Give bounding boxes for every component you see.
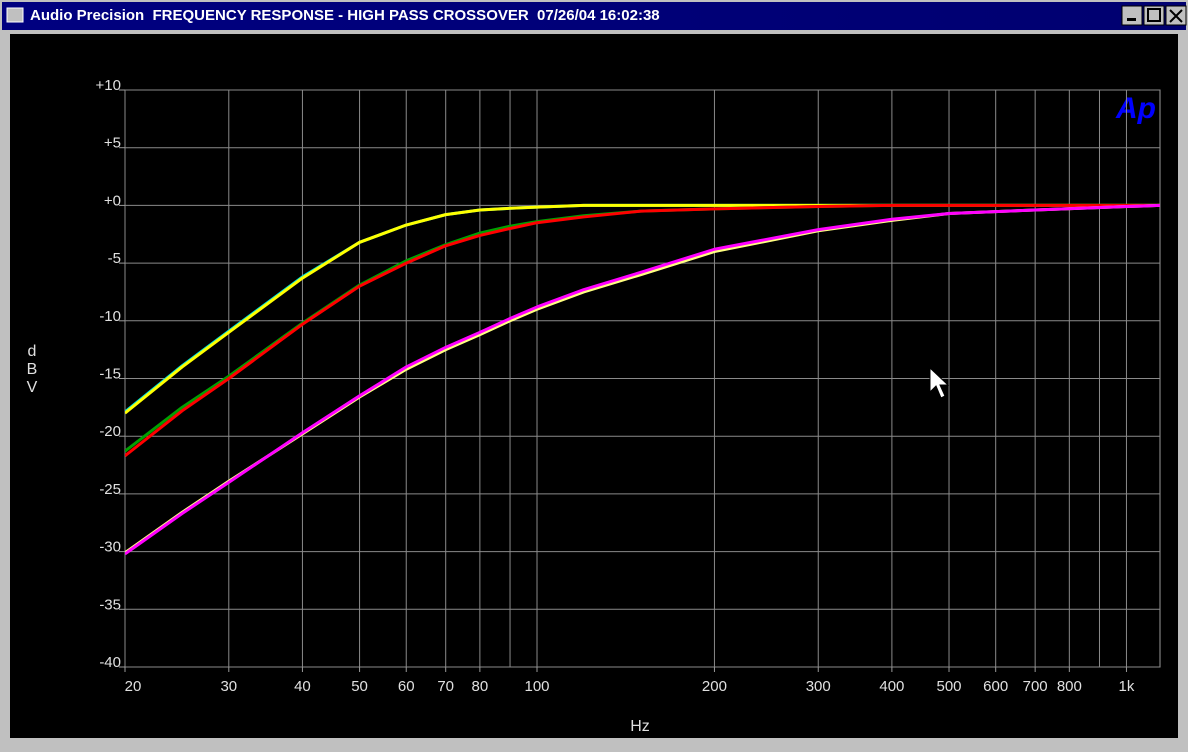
y-tick-label: -10 [99, 308, 121, 325]
x-tick-label: 30 [220, 678, 237, 695]
x-tick-label: 20 [125, 678, 142, 695]
minimize-button[interactable] [1121, 5, 1143, 26]
logo: Ap [1115, 92, 1156, 125]
app-icon [6, 7, 24, 23]
y-tick-label: +5 [104, 135, 121, 152]
y-tick-label: -5 [108, 250, 121, 267]
x-tick-label: 80 [472, 678, 489, 695]
title-bar [2, 2, 1186, 30]
window-buttons[interactable] [1121, 5, 1187, 26]
x-tick-label: 70 [437, 678, 454, 695]
minimize-icon [1127, 18, 1136, 21]
plot-background [10, 34, 1178, 738]
y-tick-label: -30 [99, 539, 121, 556]
maximize-icon [1147, 8, 1161, 22]
x-tick-label: 300 [806, 678, 831, 695]
x-tick-label: 700 [1023, 678, 1048, 695]
y-tick-label: -15 [99, 365, 121, 382]
response-curve [125, 203, 1160, 457]
y-tick-label: +10 [96, 77, 121, 94]
x-tick-label: 200 [702, 678, 727, 695]
x-tick-label: 40 [294, 678, 311, 695]
y-tick-label: -25 [99, 481, 121, 498]
x-axis-label: Hz [630, 718, 650, 735]
y-tick-label: +0 [104, 192, 121, 209]
mouse-cursor [929, 366, 950, 399]
y-tick-label: -35 [99, 596, 121, 613]
x-tick-label: 600 [983, 678, 1008, 695]
x-tick-label: 500 [936, 678, 961, 695]
x-tick-label: 800 [1057, 678, 1082, 695]
x-tick-label: 50 [351, 678, 368, 695]
x-tick-label: 60 [398, 678, 415, 695]
response-curve [125, 203, 1160, 556]
y-tick-label: -40 [99, 654, 121, 671]
window-title: Audio Precision FREQUENCY RESPONSE - HIG… [30, 7, 660, 24]
close-icon [1169, 9, 1183, 23]
y-tick-label: -20 [99, 423, 121, 440]
x-tick-label: 1k [1119, 678, 1135, 695]
x-tick-label: 100 [524, 678, 549, 695]
x-tick-label: 400 [879, 678, 904, 695]
